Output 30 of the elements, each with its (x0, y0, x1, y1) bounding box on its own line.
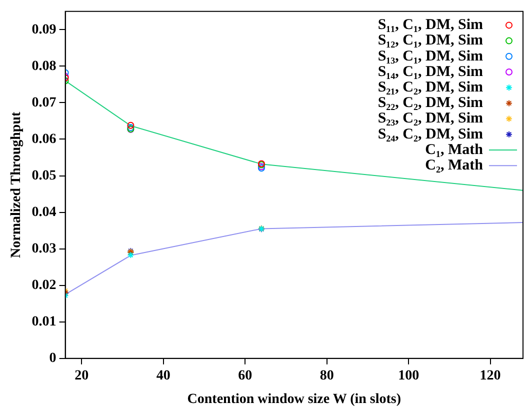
legend-label: C₁, Math (425, 142, 484, 158)
x-tick-label: 80 (320, 368, 334, 384)
legend-label: S₁₂, C₁, DM, Sim (378, 32, 484, 49)
legend-label: S₁₃, C₁, DM, Sim (378, 48, 484, 64)
y-tick-label: 0.04 (32, 204, 56, 220)
legend-label: S₂₁, C₂, DM, Sim (378, 79, 484, 96)
point (127, 252, 134, 259)
legend-label: S₂₃, C₂, DM, Sim (378, 110, 484, 127)
x-tick-label: 120 (480, 368, 501, 384)
y-tick-label: 0.07 (32, 95, 56, 110)
y-tick-label: 0.02 (32, 278, 56, 293)
y-tick-label: 0.05 (32, 168, 56, 184)
point (127, 122, 134, 129)
legend-label: S₂₄, C₂, DM, Sim (378, 126, 484, 142)
y-tick-label: 0.03 (32, 241, 56, 256)
legend-label: C₂, Math (425, 157, 484, 174)
y-tick-label: 0.08 (32, 58, 56, 74)
y-tick-label: 0 (49, 351, 56, 366)
legend-label: S₂₂, C₂, DM, Sim (378, 95, 484, 112)
x-axis-title: Contention window size W (in slots) (187, 392, 402, 408)
x-tick-label: 60 (238, 368, 252, 384)
x-tick-label: 100 (398, 368, 420, 384)
y-tick-label: 0.09 (32, 22, 56, 38)
y-tick-label: 0.01 (32, 314, 56, 330)
legend-label: S₁₁, C₁, DM, Sim (378, 17, 484, 34)
y-axis-title: Normalized Throughput (9, 112, 24, 258)
legend-label: S₁₄, C₁, DM, Sim (378, 64, 484, 80)
y-tick-label: 0.06 (32, 132, 56, 147)
x-tick-label: 20 (74, 368, 89, 384)
x-tick-label: 40 (156, 368, 170, 384)
